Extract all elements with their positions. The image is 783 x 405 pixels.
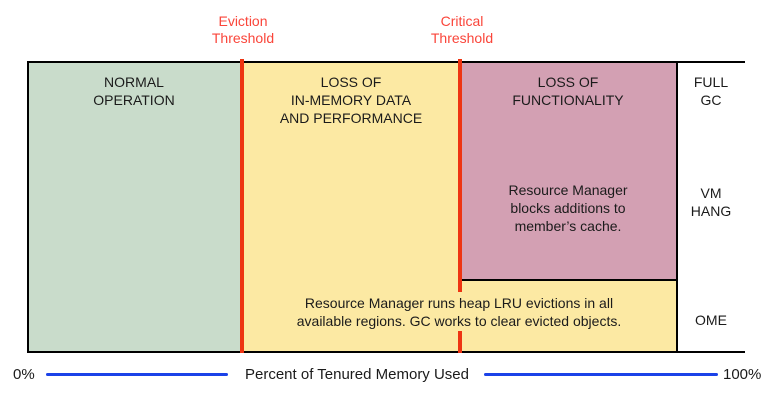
- normal-operation-region: [29, 63, 242, 351]
- normal-operation-label: NORMAL OPERATION: [93, 74, 175, 108]
- outcome-vm-hang-label: VM HANG: [690, 185, 732, 219]
- eviction-threshold-line: [240, 59, 244, 353]
- critical-zone-region: [460, 63, 676, 281]
- critical-threshold-line-upper: [458, 59, 462, 292]
- critical-zone-label: LOSS OF FUNCTIONALITY: [512, 74, 624, 108]
- axis-line-left: [46, 373, 228, 376]
- critical-zone-note: Resource Manager blocks additions to mem…: [508, 182, 628, 234]
- critical-threshold-label: Critical Threshold: [430, 13, 494, 46]
- eviction-zone-note: Resource Manager runs heap LRU evictions…: [296, 295, 622, 329]
- axis-left-label: 0%: [13, 366, 35, 383]
- eviction-threshold-label: Eviction Threshold: [211, 13, 275, 46]
- outcome-column: [676, 63, 745, 351]
- outcome-ome-label: OME: [695, 312, 727, 328]
- axis-right-label: 100%: [723, 366, 762, 383]
- outcome-full-gc-label: FULL GC: [693, 74, 729, 108]
- memory-usage-box: [27, 61, 745, 353]
- eviction-zone-label: LOSS OF IN-MEMORY DATA AND PERFORMANCE: [279, 74, 423, 126]
- axis-line-right: [484, 373, 718, 376]
- axis-title: Percent of Tenured Memory Used: [245, 366, 469, 383]
- critical-threshold-line-lower: [458, 331, 462, 353]
